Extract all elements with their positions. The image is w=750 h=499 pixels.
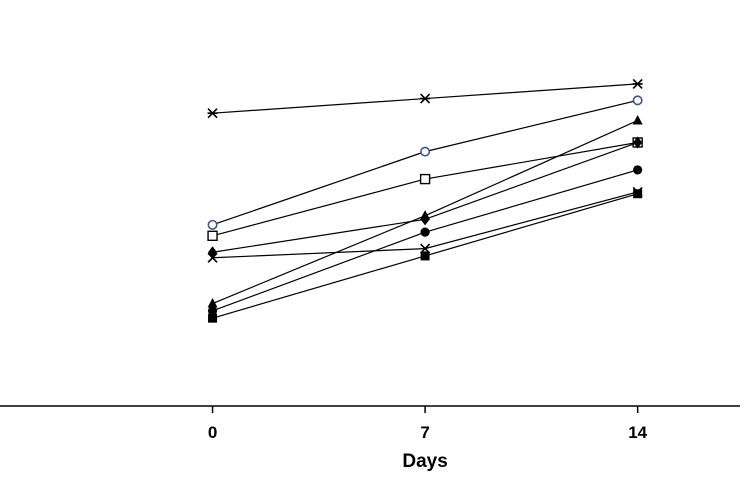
data-point — [633, 165, 643, 175]
data-point — [632, 78, 643, 89]
x-axis-title: Days — [402, 451, 447, 472]
x-ticks: 0 7 14 — [208, 406, 648, 442]
data-point — [207, 252, 218, 263]
data-point — [420, 93, 431, 104]
series-8 — [208, 189, 643, 323]
series-1 — [207, 78, 643, 119]
x-tick-label: 14 — [628, 423, 647, 442]
data-point — [633, 189, 643, 199]
series-2 — [207, 95, 643, 230]
data-point — [207, 219, 218, 230]
data-point — [208, 246, 218, 259]
data-point — [420, 146, 431, 157]
data-point — [420, 213, 430, 226]
series-line — [212, 99, 638, 226]
series-line — [212, 169, 638, 312]
data-point — [632, 95, 643, 106]
data-point — [207, 298, 218, 308]
data-point — [207, 230, 218, 242]
data-point — [420, 251, 430, 261]
series-6 — [207, 165, 643, 316]
series-group — [207, 78, 643, 323]
data-point — [208, 313, 218, 323]
data-point — [420, 227, 430, 237]
x-tick-label: 0 — [208, 423, 217, 442]
data-point — [419, 173, 431, 185]
data-point — [207, 306, 218, 316]
x-tick-label: 7 — [420, 423, 429, 442]
data-point — [633, 136, 643, 149]
data-point — [207, 108, 218, 119]
data-point — [632, 115, 643, 125]
